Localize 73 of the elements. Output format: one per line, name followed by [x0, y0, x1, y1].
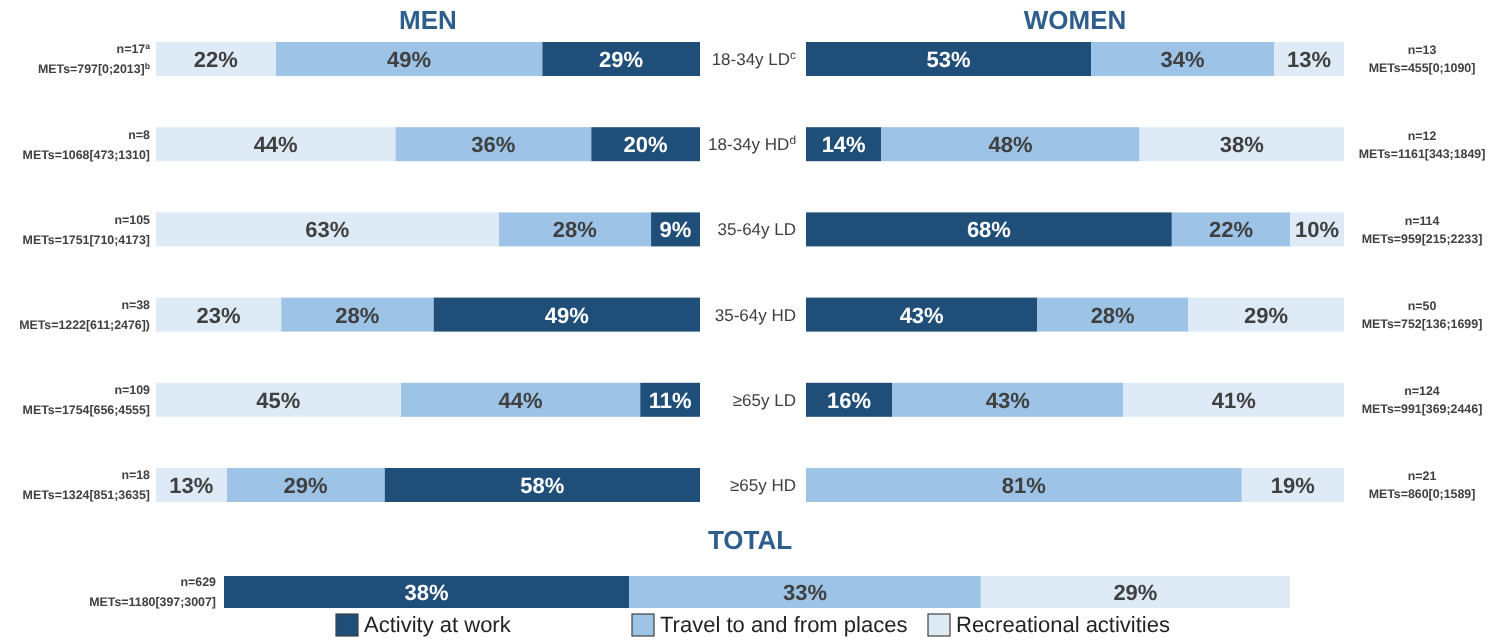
- bar: [1037, 297, 1188, 332]
- bar: [1123, 382, 1344, 417]
- data-label: 13%: [169, 475, 214, 499]
- y-tick-label: 35-64y LD: [717, 219, 796, 240]
- data-label: 28%: [552, 219, 598, 244]
- bar: [806, 297, 1038, 332]
- chart-title: WOMEN: [1023, 5, 1127, 36]
- data-label: 58%: [520, 475, 565, 499]
- data-label: 22%: [193, 49, 239, 73]
- bar: [400, 382, 641, 417]
- data-label: 11%: [648, 389, 692, 414]
- data-label: 16%: [827, 389, 872, 414]
- data-label: 53%: [926, 49, 972, 73]
- data-label: 45%: [256, 389, 301, 414]
- legend-label: Activity at work: [364, 614, 512, 638]
- chart-title: MEN: [399, 5, 457, 36]
- data-label: 29%: [283, 475, 329, 499]
- y-tick-label: 35-64y HD: [714, 304, 796, 325]
- data-label: 28%: [335, 304, 380, 329]
- legend-label: Recreational activities: [956, 614, 1171, 638]
- data-label: 22%: [1208, 219, 1254, 244]
- data-label: 33%: [782, 582, 828, 606]
- data-label: 20%: [623, 134, 669, 159]
- data-label: 44%: [498, 389, 543, 414]
- bar: [226, 468, 385, 502]
- data-label: 68%: [966, 219, 1012, 244]
- bar: [498, 212, 652, 247]
- data-label: 43%: [899, 304, 945, 329]
- data-label: 44%: [253, 134, 299, 159]
- bar: [275, 42, 543, 76]
- bar: [1091, 42, 1275, 76]
- data-label: 48%: [988, 134, 1033, 159]
- bar: [881, 127, 1140, 162]
- data-label: 38%: [404, 582, 449, 606]
- data-label: 14%: [821, 134, 867, 159]
- bar: [384, 468, 700, 502]
- bar: [156, 212, 499, 247]
- bar: [433, 297, 700, 332]
- y-tick-label: ≥65y LD: [732, 389, 796, 410]
- data-label: 29%: [599, 49, 644, 73]
- bar: [806, 42, 1092, 76]
- y-tick-label: ≥65y HD: [729, 474, 796, 495]
- data-label: 34%: [1160, 49, 1206, 73]
- y-tick-label: 18-34y HD$^{d}$: [708, 134, 796, 155]
- data-label: 63%: [305, 219, 350, 244]
- chart-title: TOTAL: [707, 525, 793, 556]
- bar: [892, 382, 1124, 417]
- bar: [156, 382, 401, 417]
- data-label: 43%: [985, 389, 1031, 414]
- bar: [156, 127, 396, 162]
- data-label: 10%: [1295, 219, 1340, 244]
- data-label: 29%: [1113, 582, 1158, 606]
- bar: [806, 212, 1172, 247]
- bar: [395, 127, 592, 162]
- data-label: 28%: [1090, 304, 1136, 329]
- data-label: 49%: [386, 49, 432, 73]
- data-label: 9%: [659, 219, 692, 244]
- data-label: 41%: [1211, 389, 1257, 414]
- data-label: 49%: [544, 304, 590, 329]
- data-label: 81%: [1001, 475, 1047, 499]
- bar: [806, 468, 1242, 502]
- bar: [1139, 127, 1344, 162]
- legend-label: Travel to and from places: [660, 614, 909, 638]
- data-label: 19%: [1270, 475, 1316, 499]
- bar: [281, 297, 434, 332]
- data-label: 13%: [1287, 49, 1332, 73]
- data-label: 23%: [196, 304, 241, 329]
- data-label: 29%: [1243, 304, 1289, 329]
- data-label: 36%: [471, 134, 516, 159]
- data-label: 38%: [1219, 134, 1265, 159]
- bar: [542, 42, 700, 76]
- y-tick-label: 18-34y LD$^{c}$: [711, 48, 797, 69]
- bar: [1187, 297, 1344, 332]
